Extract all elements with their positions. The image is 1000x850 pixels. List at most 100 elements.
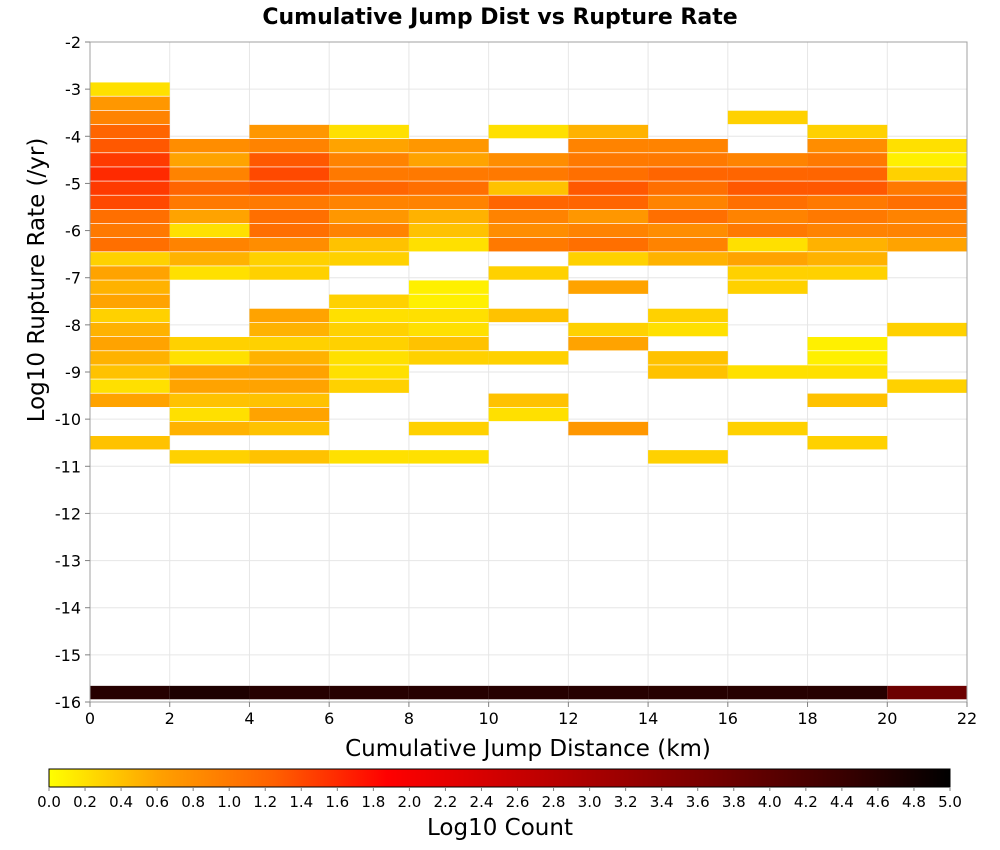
heatmap-cell (329, 450, 409, 464)
heatmap-cell (90, 82, 170, 96)
heatmap-cell (408, 308, 489, 323)
colorbar-tick-label: 2.0 (397, 793, 421, 811)
x-tick-label: 22 (957, 709, 977, 728)
heatmap-cell (727, 365, 808, 379)
heatmap-cell (249, 209, 330, 224)
heatmap-cell (727, 195, 808, 210)
heatmap-cell (887, 195, 967, 210)
heatmap-cell (169, 336, 250, 351)
heatmap-cell (648, 209, 728, 224)
heatmap-cell (408, 336, 489, 351)
x-tick-label: 14 (638, 709, 658, 728)
heatmap-cell (169, 450, 250, 464)
heatmap-cell (249, 393, 330, 408)
y-axis-ticks: -2 -3 -4 -5 -6 -7 -8 -9 -10 -11 -12 -13 -14 -15 -16 (55, 33, 90, 712)
heatmap-cell (488, 167, 569, 181)
y-tick-label: -12 (55, 504, 81, 523)
heatmap-cell (887, 153, 967, 167)
heatmap-cell (90, 351, 170, 365)
heatmap-cell (90, 266, 170, 280)
heatmap-cell (807, 153, 888, 167)
heatmap-cell (169, 223, 250, 238)
y-tick-label: -15 (55, 646, 81, 665)
x-tick-label: 2 (165, 709, 175, 728)
y-tick-label: -16 (55, 693, 81, 712)
heatmap-cell (249, 407, 330, 422)
heatmap-cell (249, 223, 330, 238)
heatmap-cell (329, 685, 409, 700)
heatmap-cell (648, 365, 728, 379)
y-tick-label: -5 (65, 174, 81, 193)
heatmap-cell (169, 379, 250, 393)
heatmap-cell (249, 421, 330, 436)
heatmap-cell (488, 209, 569, 224)
heatmap-cell (169, 167, 250, 181)
heatmap-cell (90, 237, 170, 252)
heatmap-cell (329, 294, 409, 309)
heatmap-cell (648, 252, 728, 266)
heatmap-cell (329, 322, 409, 337)
heatmap-cell (807, 266, 888, 280)
heatmap-cell (488, 407, 569, 422)
heatmap-cell (887, 379, 967, 393)
heatmap-cell (807, 252, 888, 266)
heatmap-cell (648, 237, 728, 252)
colorbar-ticks: 0.0 0.2 0.4 0.6 0.8 1.0 1.2 1.4 1.6 1.8 2.0 2.2 2.4 2… (37, 787, 962, 811)
heatmap-cell (488, 153, 569, 167)
heatmap-cell (727, 685, 808, 700)
heatmap-cell (90, 393, 170, 408)
heatmap-cell (249, 450, 330, 464)
heatmap-cell (249, 252, 330, 266)
heatmap-cell (727, 181, 808, 195)
heatmap-cell (568, 209, 649, 224)
heatmap-cell (887, 685, 967, 700)
heatmap-cell (329, 209, 409, 224)
heatmap-cell (90, 195, 170, 210)
heatmap-cell (727, 167, 808, 181)
heatmap-cell (488, 223, 569, 238)
heatmap-cell (648, 322, 728, 337)
heatmap-cell (887, 223, 967, 238)
heatmap-cell (169, 209, 250, 224)
x-tick-label: 6 (324, 709, 334, 728)
heatmap-cell (408, 351, 489, 365)
heatmap-cell (169, 365, 250, 379)
y-tick-label: -9 (65, 363, 81, 382)
x-axis-label: Cumulative Jump Distance (km) (345, 736, 711, 762)
colorbar (48, 768, 951, 788)
heatmap-cell (90, 167, 170, 181)
heatmap-cell (727, 223, 808, 238)
heatmap-cell (90, 138, 170, 153)
heatmap-cell (408, 181, 489, 195)
colorbar-tick-label: 5.0 (938, 793, 962, 811)
heatmap-cell (887, 322, 967, 337)
chart-title: Cumulative Jump Dist vs Rupture Rate (262, 5, 737, 30)
heatmap-cell (807, 223, 888, 238)
heatmap-cell (488, 237, 569, 252)
heatmap-cell (568, 153, 649, 167)
heatmap-cell (90, 280, 170, 294)
colorbar-tick-label: 0.8 (181, 793, 205, 811)
heatmap-cell (329, 124, 409, 139)
heatmap-cell (249, 195, 330, 210)
heatmap-cell (329, 138, 409, 153)
heatmap-cell (568, 223, 649, 238)
heatmap-cell (249, 181, 330, 195)
y-tick-label: -4 (65, 127, 81, 146)
heatmap-cell (568, 336, 649, 351)
heatmap-cell (90, 294, 170, 309)
heatmap-cell (169, 153, 250, 167)
heatmap-cell (169, 351, 250, 365)
heatmap-cell (807, 393, 888, 408)
heatmap-cell (329, 351, 409, 365)
heatmap-cell (807, 209, 888, 224)
heatmap-cell (169, 266, 250, 280)
heatmap-cell (169, 393, 250, 408)
heatmap-cell (408, 167, 489, 181)
heatmap-cell (329, 365, 409, 379)
heatmap-cell (90, 110, 170, 125)
heatmap-cell (887, 138, 967, 153)
colorbar-tick-label: 2.6 (506, 793, 530, 811)
colorbar-tick-label: 4.6 (866, 793, 890, 811)
